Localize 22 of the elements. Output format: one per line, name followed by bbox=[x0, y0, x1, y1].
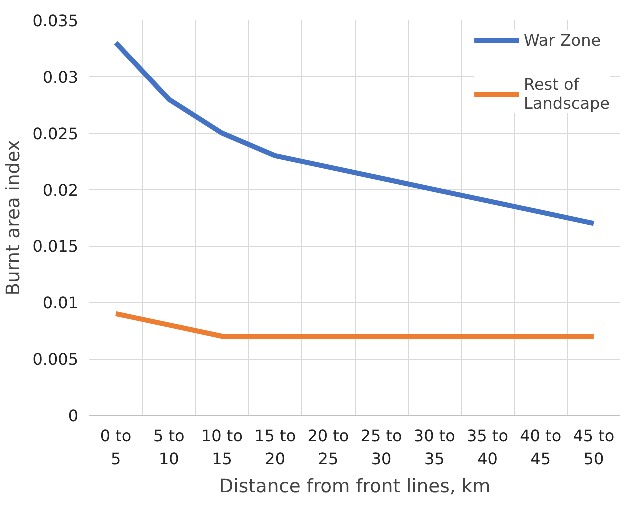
x-tick-label: 0 to 5 bbox=[100, 426, 132, 468]
y-tick-label: 0.025 bbox=[32, 124, 79, 144]
y-tick-label: 0.035 bbox=[32, 12, 79, 30]
y-tick-label: 0.015 bbox=[32, 237, 79, 256]
x-tick-label: 10 to 15 bbox=[201, 426, 244, 468]
x-tick-label: 5 to 10 bbox=[153, 426, 185, 468]
y-tick-label: 0 bbox=[68, 406, 79, 426]
x-tick-label: 45 to 50 bbox=[573, 426, 615, 468]
legend-label: Rest of Landscape bbox=[524, 75, 610, 113]
x-tick-label: 30 to 35 bbox=[414, 426, 456, 468]
x-tick-label: 15 to 20 bbox=[254, 426, 296, 468]
x-tick-label: 25 to 30 bbox=[360, 426, 402, 468]
x-tick-label: 35 to 40 bbox=[466, 426, 509, 468]
x-tick-label: 40 to 45 bbox=[520, 426, 562, 468]
y-axis-title: Burnt area index bbox=[4, 140, 25, 296]
x-tick-label: 20 to 25 bbox=[308, 426, 350, 468]
y-tick-label: 0.005 bbox=[32, 350, 79, 370]
y-tick-label: 0.03 bbox=[42, 68, 78, 87]
x-axis-title: Distance from front lines, km bbox=[219, 476, 491, 498]
y-tick-label: 0.02 bbox=[42, 180, 78, 200]
y-tick-label: 0.01 bbox=[42, 294, 78, 313]
legend-label: War Zone bbox=[524, 30, 602, 50]
